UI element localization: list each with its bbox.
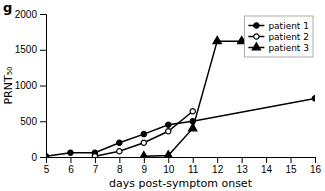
x-tick-label: 6 — [68, 164, 74, 175]
legend-marker — [254, 34, 259, 39]
x-tick-label: 12 — [212, 164, 224, 175]
x-tick-mark — [119, 157, 120, 163]
x-tick: 9 — [142, 157, 148, 175]
x-tick-label: 13 — [237, 164, 249, 175]
point — [190, 109, 195, 114]
x-tick-mark — [144, 157, 145, 163]
x-tick-mark — [315, 157, 316, 163]
point — [213, 36, 221, 43]
y-tick-label: 2000 — [15, 9, 38, 20]
x-tick: 12 — [212, 157, 224, 175]
x-axis: 5 6 7 8 9 10 11 12 13 14 15 16 — [44, 157, 322, 175]
point — [68, 150, 73, 155]
legend-label: patient 3 — [268, 43, 309, 53]
x-tick: 10 — [163, 157, 175, 175]
legend-marker — [252, 43, 260, 50]
x-tick-label: 9 — [142, 164, 148, 175]
y-axis-title: PRNT₅₀ — [2, 66, 15, 105]
y-tick: 2000 — [15, 9, 46, 20]
panel-label: g — [3, 0, 12, 15]
x-tick-mark — [217, 157, 218, 163]
x-tick-label: 15 — [285, 164, 297, 175]
x-tick-mark — [291, 157, 292, 163]
x-tick-label: 10 — [163, 164, 175, 175]
x-tick-mark — [266, 157, 267, 163]
x-tick-mark — [95, 157, 96, 163]
y-tick: 1500 — [15, 44, 46, 55]
x-tick: 11 — [188, 157, 199, 175]
y-tick-mark — [40, 157, 46, 158]
y-tick: 0 — [31, 152, 46, 163]
y-tick-mark — [40, 50, 46, 51]
y-axis: 0 500 1000 1500 2000 — [15, 9, 47, 163]
x-tick-label: 16 — [310, 164, 322, 175]
y-tick: 1000 — [15, 80, 46, 91]
x-tick-label: 7 — [93, 164, 99, 175]
point — [166, 129, 171, 134]
series-line — [46, 98, 315, 156]
x-tick: 15 — [285, 157, 297, 175]
legend-frame — [244, 16, 313, 57]
y-tick-label: 1500 — [15, 44, 38, 55]
x-axis-title: days post-symptom onset — [109, 177, 253, 190]
legend-marker — [254, 23, 259, 28]
point — [46, 154, 49, 157]
point — [117, 140, 122, 145]
x-tick: 13 — [237, 157, 249, 175]
x-axis-line — [47, 158, 316, 164]
x-tick-label: 11 — [188, 164, 199, 175]
point — [141, 140, 146, 145]
x-tick-label: 8 — [117, 164, 123, 175]
x-tick: 16 — [310, 157, 322, 175]
legend: patient 1patient 2patient 3 — [244, 16, 313, 57]
point — [189, 124, 197, 131]
y-tick-label: 1000 — [15, 80, 38, 91]
y-tick-mark — [40, 121, 46, 122]
point — [92, 154, 97, 157]
series-line — [144, 41, 242, 156]
y-axis-line — [40, 15, 47, 158]
y-tick-label: 0 — [31, 152, 37, 163]
x-tick: 6 — [68, 157, 74, 175]
plot: 5 6 7 8 9 10 11 12 13 14 15 16 0 500 1000 1500 2000 patie… — [15, 9, 322, 175]
legend-item: patient 1 — [248, 21, 309, 31]
y-tick-mark — [40, 14, 46, 15]
legend-label: patient 2 — [268, 32, 309, 42]
x-tick: 5 — [44, 157, 50, 175]
point — [312, 96, 315, 101]
x-tick-label: 5 — [44, 164, 50, 175]
chart: 5 6 7 8 9 10 11 12 13 14 15 16 0 500 1000 1500 2000 patie… — [0, 0, 325, 191]
point — [166, 122, 171, 127]
point — [141, 131, 146, 136]
y-tick: 500 — [20, 116, 46, 127]
x-tick-mark — [242, 157, 243, 163]
point — [117, 149, 122, 154]
x-tick-mark — [70, 157, 71, 163]
x-tick: 14 — [261, 157, 273, 175]
legend-label: patient 1 — [268, 21, 309, 31]
y-tick-mark — [40, 86, 46, 87]
x-tick-label: 14 — [261, 164, 273, 175]
x-tick-mark — [193, 157, 194, 163]
legend-items: patient 1patient 2patient 3 — [248, 21, 309, 53]
point — [164, 151, 172, 157]
x-tick: 7 — [93, 157, 99, 175]
x-tick-mark — [168, 157, 169, 163]
x-tick: 8 — [117, 157, 123, 175]
legend-item: patient 2 — [248, 32, 309, 42]
point — [140, 151, 148, 157]
legend-item: patient 3 — [248, 43, 309, 53]
series-line — [95, 111, 193, 156]
y-tick-label: 500 — [20, 116, 37, 127]
